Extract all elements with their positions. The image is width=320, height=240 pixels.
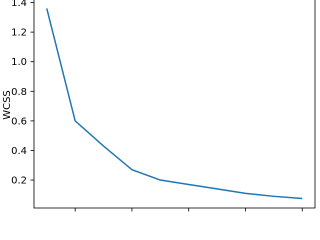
y-tick-label: 0.6	[11, 116, 27, 127]
y-tick-label: 0.8	[11, 87, 27, 98]
y-tick-label: 0.4	[11, 146, 27, 157]
y-tick-label: 1.0	[11, 57, 27, 68]
y-tick-label: 0.2	[11, 176, 27, 187]
plot-frame	[33, 0, 316, 209]
y-axis-label: WCSS	[2, 90, 13, 120]
chart: WCSS 0.20.40.60.81.01.21.4246810	[2, 0, 316, 212]
data-line	[46, 8, 303, 200]
y-tick-label: 1.4	[11, 0, 27, 9]
y-tick-label: 1.2	[11, 28, 27, 39]
page: {"chart_data": {"type": "line", "y_label…	[2, 0, 316, 212]
